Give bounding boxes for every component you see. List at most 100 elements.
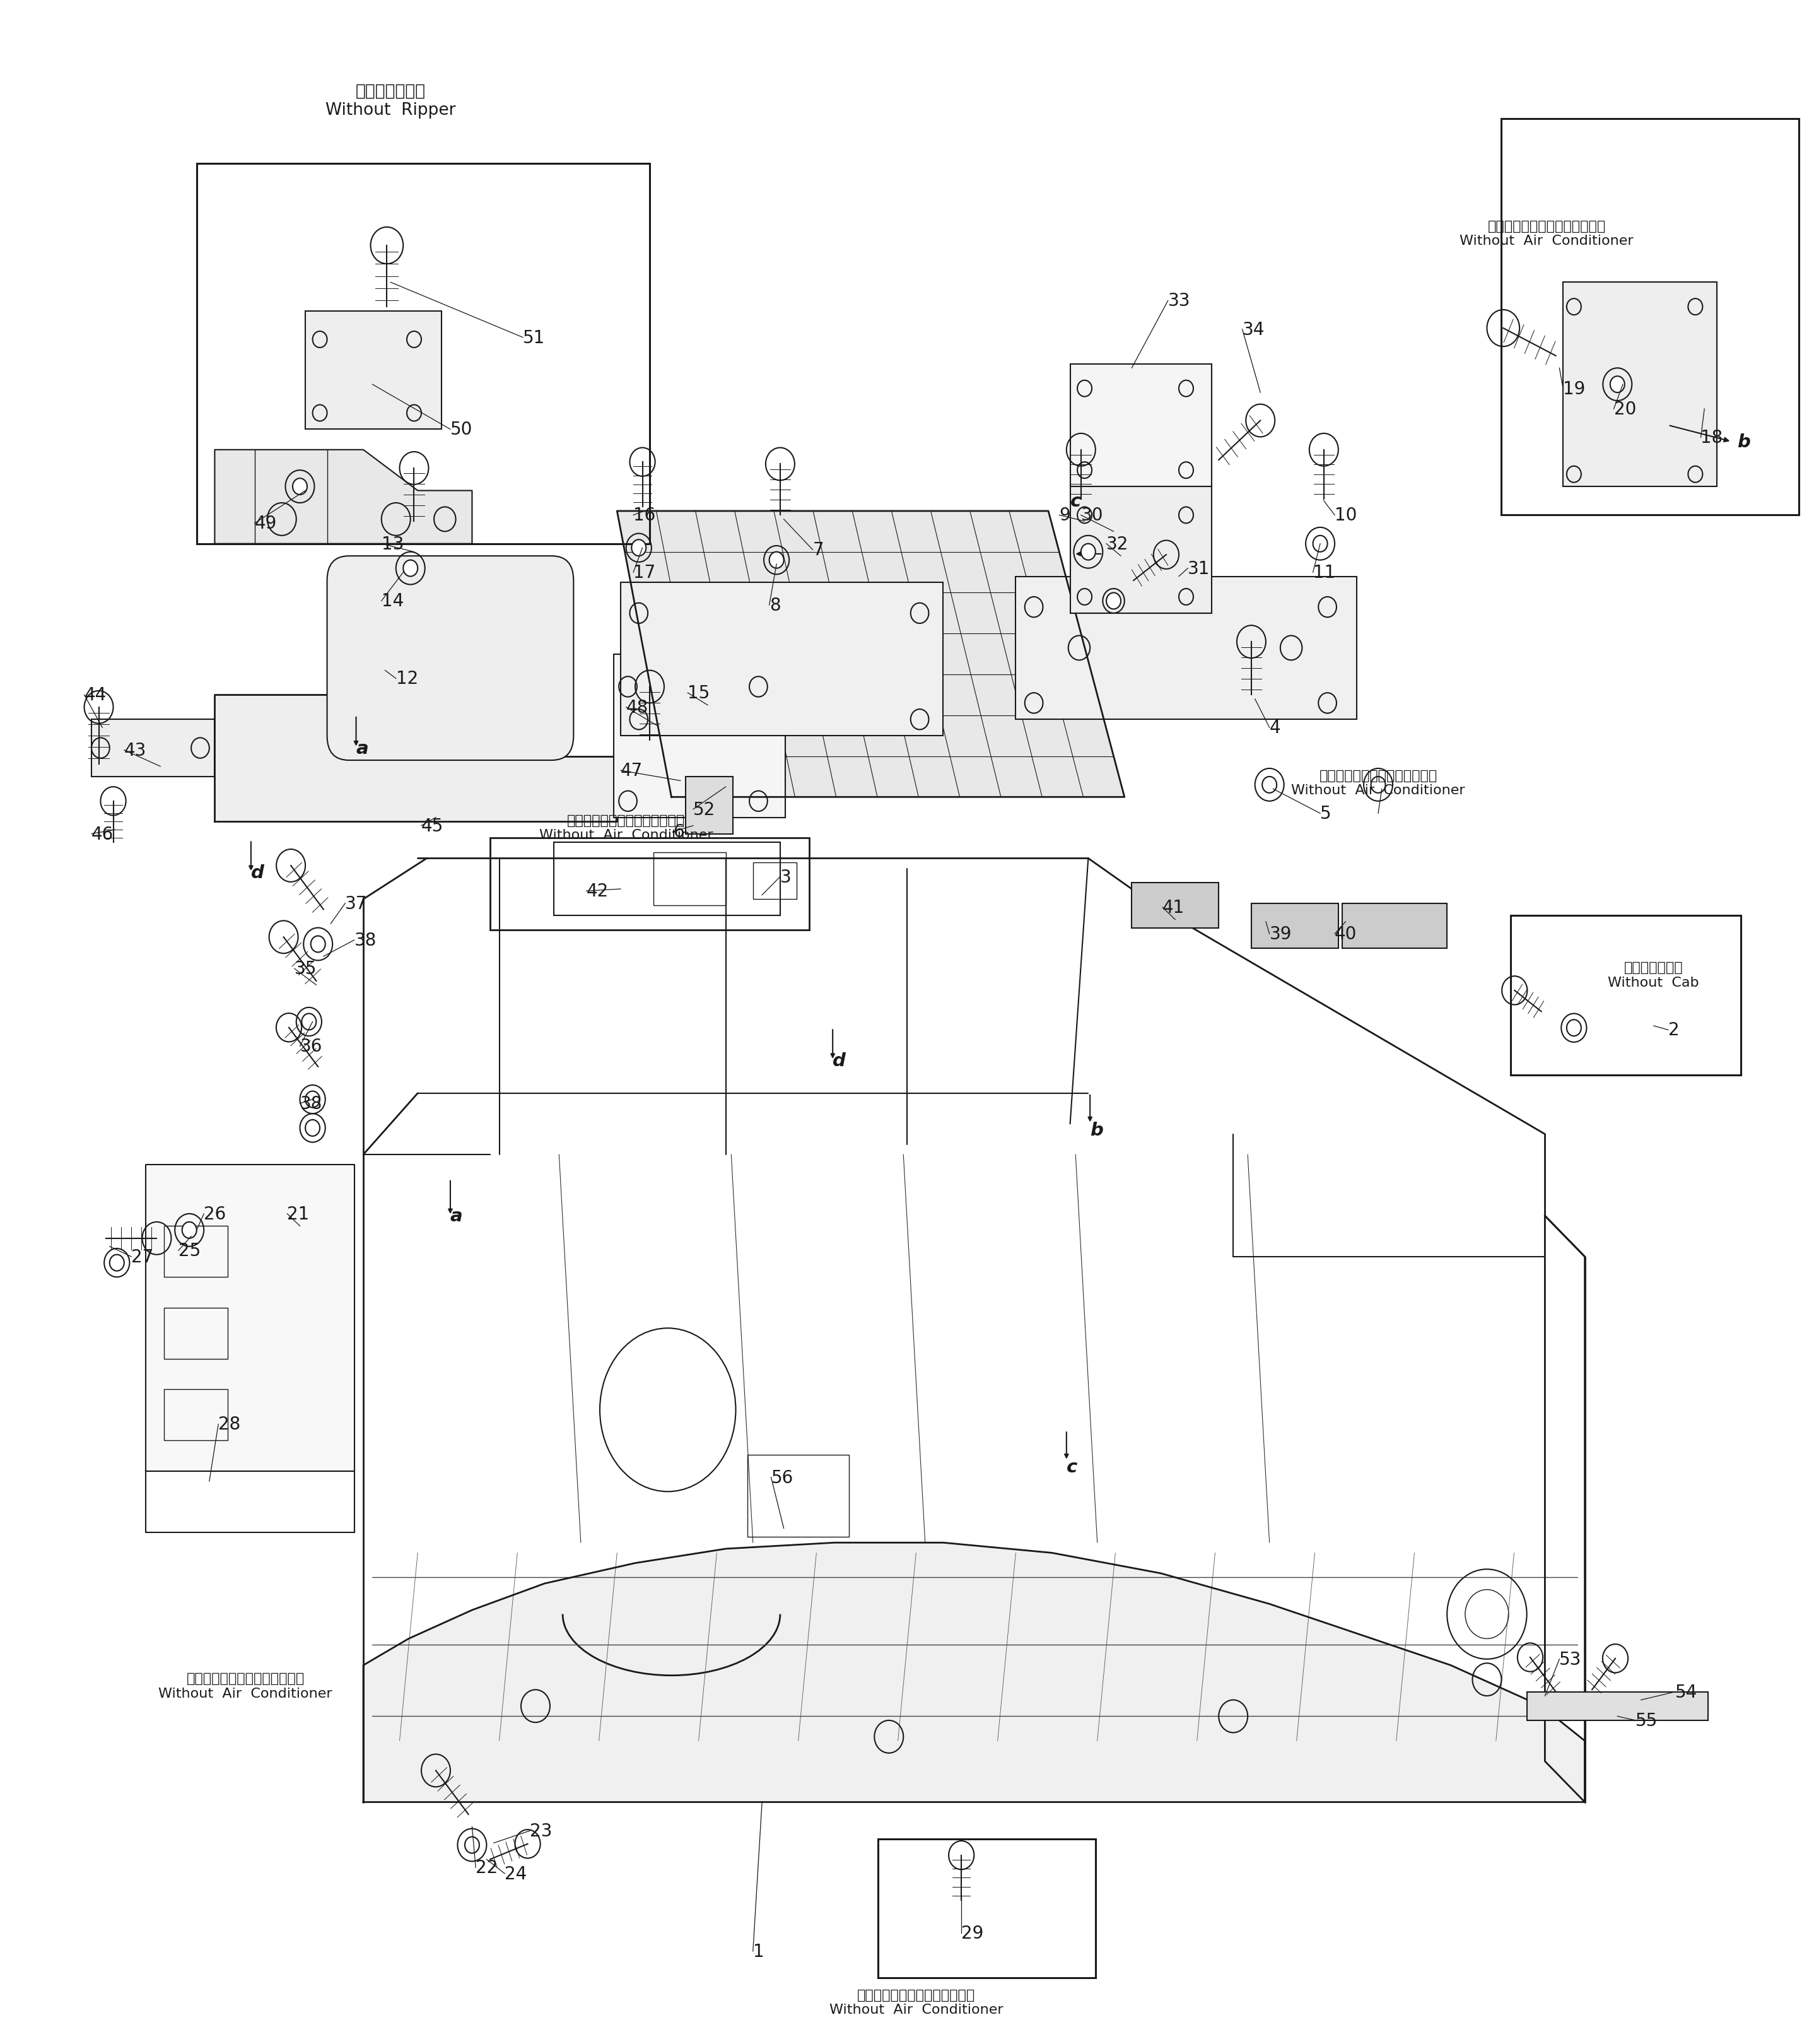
Text: 4: 4 [1270, 719, 1281, 736]
Text: 29: 29 [961, 1923, 983, 1942]
Text: 34: 34 [1243, 321, 1264, 339]
Bar [686, 777, 733, 834]
FancyBboxPatch shape [327, 556, 573, 760]
Text: 23: 23 [530, 1821, 553, 1840]
Bar [163, 1390, 227, 1441]
Text: d: d [250, 865, 265, 881]
Polygon shape [214, 695, 617, 822]
Text: 56: 56 [771, 1468, 793, 1486]
Text: 16: 16 [633, 507, 655, 525]
Text: 44: 44 [83, 687, 107, 703]
Text: 38: 38 [299, 1096, 323, 1112]
Circle shape [1371, 777, 1386, 793]
Text: 39: 39 [1270, 926, 1292, 942]
Text: 10: 10 [1335, 507, 1357, 525]
Bar [1564, 282, 1718, 486]
Bar [620, 583, 943, 736]
Text: 30: 30 [1081, 507, 1103, 525]
Text: 7: 7 [813, 542, 824, 560]
Text: b: b [1090, 1122, 1103, 1139]
Text: 11: 11 [1313, 564, 1335, 583]
Text: 24: 24 [504, 1864, 526, 1883]
Bar [653, 852, 726, 905]
Circle shape [1081, 544, 1096, 560]
Text: 40: 40 [1335, 926, 1357, 942]
Text: 8: 8 [769, 597, 780, 613]
Text: 47: 47 [620, 762, 642, 779]
Text: エアーコンディショナ未装着時
Without  Air  Conditioner: エアーコンディショナ未装着時 Without Air Conditioner [1292, 769, 1466, 797]
Text: 45: 45 [421, 818, 444, 834]
Bar [878, 1840, 1096, 1979]
Bar [196, 164, 649, 544]
Circle shape [109, 1255, 123, 1271]
Text: 26: 26 [203, 1206, 227, 1222]
Text: c: c [1067, 1457, 1078, 1476]
Circle shape [1567, 1020, 1582, 1036]
Bar [1070, 364, 1212, 486]
Text: 3: 3 [780, 869, 791, 885]
Text: 32: 32 [1107, 536, 1128, 554]
Circle shape [1263, 777, 1277, 793]
Bar [145, 1472, 354, 1533]
Text: 14: 14 [381, 593, 405, 609]
Text: 42: 42 [586, 883, 608, 899]
Bar [1342, 903, 1448, 948]
Circle shape [1611, 376, 1625, 392]
Bar [305, 311, 441, 429]
Text: c: c [1070, 493, 1081, 511]
Text: a: a [450, 1208, 463, 1224]
Bar [163, 1226, 227, 1278]
Circle shape [305, 1120, 319, 1136]
Circle shape [305, 1091, 319, 1108]
Text: エアーコンディショナ未装着時
Without  Air  Conditioner: エアーコンディショナ未装着時 Without Air Conditioner [829, 1989, 1003, 2015]
Bar [1511, 916, 1741, 1075]
Circle shape [301, 1014, 316, 1030]
Text: 25: 25 [178, 1243, 201, 1259]
Text: d: d [833, 1053, 845, 1069]
Circle shape [181, 1222, 196, 1239]
Text: 54: 54 [1676, 1682, 1698, 1701]
Text: 46: 46 [91, 826, 114, 842]
Circle shape [1107, 593, 1121, 609]
Text: エアーコンディショナ未装着時
Without  Air  Conditioner: エアーコンディショナ未装着時 Without Air Conditioner [158, 1672, 332, 1699]
Bar [490, 838, 809, 930]
Text: 35: 35 [294, 961, 317, 977]
Circle shape [631, 540, 646, 556]
Text: エアーコンディショナ未装着時
Without  Air  Conditioner: エアーコンディショナ未装着時 Without Air Conditioner [539, 814, 713, 842]
Text: 48: 48 [626, 699, 648, 715]
Text: a: a [356, 740, 368, 756]
Text: 12: 12 [395, 670, 419, 687]
Text: 22: 22 [475, 1858, 497, 1876]
Text: 13: 13 [381, 536, 405, 554]
Bar [1502, 119, 1799, 515]
Bar [1132, 883, 1219, 928]
Bar [613, 654, 785, 818]
Circle shape [403, 560, 417, 576]
Polygon shape [214, 450, 472, 544]
Circle shape [292, 478, 307, 495]
Bar [91, 719, 214, 777]
Bar [747, 1455, 849, 1537]
Text: 20: 20 [1614, 401, 1636, 419]
Circle shape [769, 552, 784, 568]
Text: 17: 17 [633, 564, 655, 583]
Text: 21: 21 [287, 1206, 310, 1222]
Text: 33: 33 [1168, 292, 1190, 311]
Bar [553, 842, 780, 916]
Bar [163, 1308, 227, 1359]
Text: 5: 5 [1321, 805, 1331, 822]
Text: リッパ未装着時
Without  Ripper: リッパ未装着時 Without Ripper [325, 84, 455, 119]
Text: 36: 36 [299, 1038, 323, 1055]
Text: キャブ未装着時
Without  Cab: キャブ未装着時 Without Cab [1607, 961, 1700, 989]
Bar [1252, 903, 1339, 948]
Text: 6: 6 [673, 824, 684, 840]
Text: 43: 43 [123, 742, 147, 758]
Polygon shape [145, 1165, 354, 1472]
Circle shape [1313, 536, 1328, 552]
Text: 37: 37 [345, 895, 368, 912]
Text: 2: 2 [1669, 1022, 1680, 1038]
Text: 38: 38 [354, 932, 377, 948]
Bar [1527, 1692, 1709, 1721]
Text: 18: 18 [1702, 429, 1723, 448]
Polygon shape [617, 511, 1125, 797]
